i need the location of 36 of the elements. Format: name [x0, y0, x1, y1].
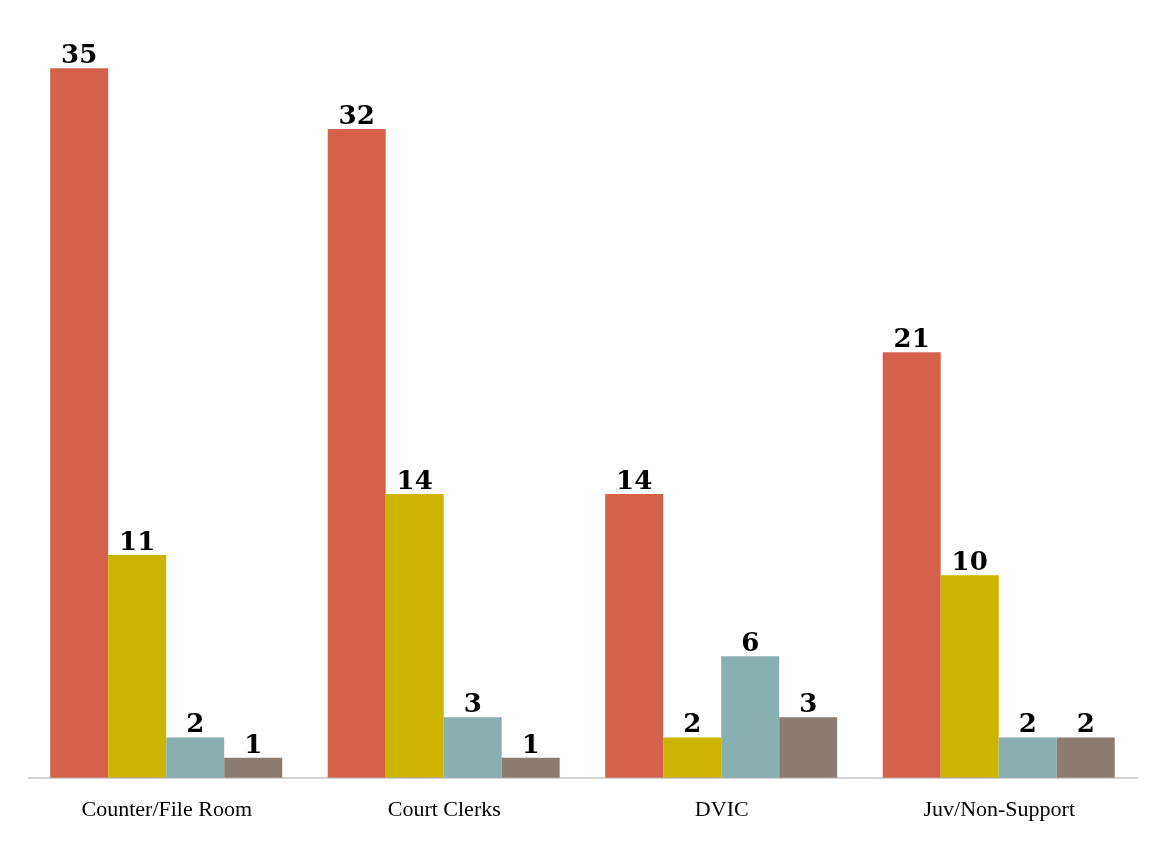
- data-label: 1: [244, 728, 263, 759]
- data-label: 2: [683, 708, 702, 739]
- x-tick-label: Court Clerks: [387, 795, 501, 821]
- data-label: 3: [799, 688, 818, 719]
- data-label: 2: [186, 708, 205, 739]
- x-tick-label: Juv/Non-Support: [923, 795, 1076, 821]
- data-label: 14: [396, 465, 433, 496]
- data-label: 21: [893, 323, 930, 354]
- x-tick-label: Counter/File Room: [81, 795, 252, 821]
- x-tick-label: DVIC: [694, 795, 749, 821]
- bar: [721, 656, 780, 778]
- bar: [940, 575, 999, 778]
- bar: [501, 757, 560, 778]
- data-label: 11: [119, 525, 156, 556]
- data-label: 35: [61, 39, 98, 70]
- data-label: 6: [741, 627, 760, 658]
- data-label: 1: [521, 728, 540, 759]
- bar: [605, 494, 664, 778]
- bar: [385, 494, 444, 778]
- bar: [224, 757, 283, 778]
- data-label: 2: [1076, 708, 1095, 739]
- bar: [663, 737, 722, 778]
- bar: [50, 68, 109, 778]
- bar: [327, 129, 386, 778]
- bar: [166, 737, 225, 778]
- bar: [882, 352, 941, 778]
- bar: [779, 717, 838, 778]
- data-label: 2: [1018, 708, 1037, 739]
- bar: [1056, 737, 1115, 778]
- data-label: 14: [616, 465, 653, 496]
- data-label: 3: [463, 688, 482, 719]
- data-label: 10: [951, 546, 988, 577]
- bar: [108, 554, 167, 778]
- bar: [443, 717, 502, 778]
- bar: [998, 737, 1057, 778]
- data-label: 32: [338, 100, 375, 131]
